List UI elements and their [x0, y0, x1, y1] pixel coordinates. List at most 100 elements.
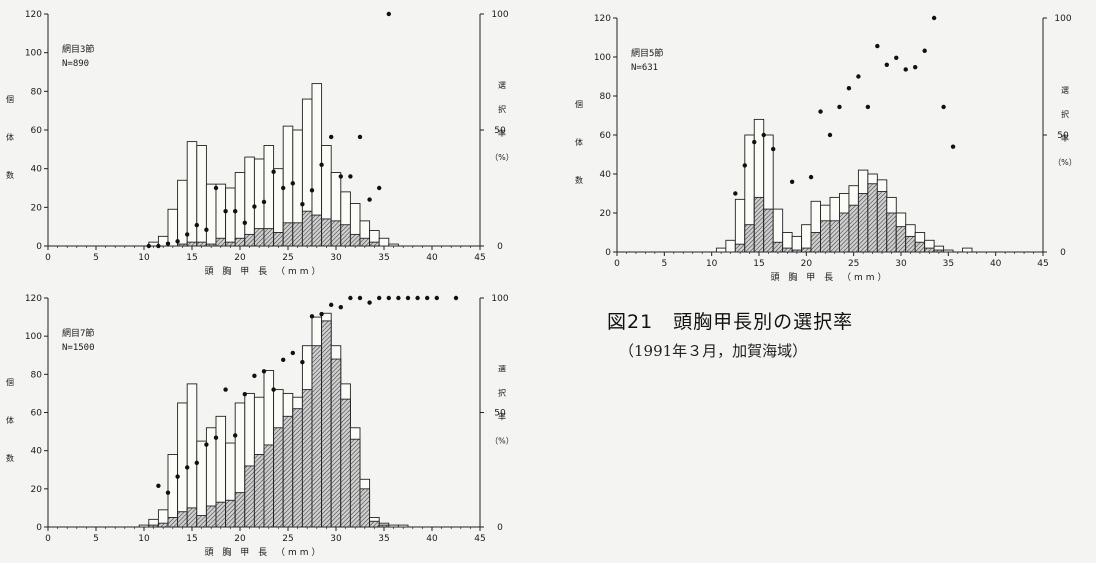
- bar-selected: [876, 191, 888, 253]
- n-label: N=631: [631, 63, 658, 73]
- y2-tick-label: 100: [1054, 14, 1071, 24]
- x-tick-label: 20: [234, 253, 246, 263]
- rate-point: [271, 169, 276, 174]
- rate-point: [300, 202, 305, 207]
- x-tick-label: 15: [186, 253, 197, 263]
- rate-point: [175, 474, 180, 479]
- bar-total: [186, 141, 198, 247]
- bar-total: [234, 172, 246, 247]
- x-tick-label: 25: [848, 259, 859, 269]
- bar-selected: [321, 320, 332, 528]
- x-tick-label: 5: [93, 253, 99, 263]
- rate-point: [175, 239, 180, 244]
- rate-point: [329, 134, 334, 140]
- rate-point: [252, 373, 257, 379]
- bar-selected: [330, 358, 342, 528]
- rate-point: [156, 243, 161, 249]
- y-tick-label: 40: [31, 447, 43, 457]
- bar-selected: [829, 220, 840, 253]
- rate-point: [808, 174, 814, 180]
- x-tick-label: 15: [753, 259, 764, 269]
- rate-point: [771, 146, 776, 152]
- x-tick-label: 35: [378, 534, 389, 544]
- bar-total: [177, 179, 188, 247]
- y2-axis-title-char: 選: [498, 363, 506, 373]
- bar-selected: [196, 515, 207, 528]
- y2-tick-label: 100: [491, 10, 508, 20]
- rate-point: [377, 295, 382, 301]
- bar-selected: [359, 237, 371, 247]
- rate-point: [165, 490, 171, 495]
- bar-selected: [263, 228, 275, 247]
- bar-selected: [186, 241, 198, 247]
- rate-point: [233, 433, 238, 438]
- rate-point: [223, 387, 228, 392]
- rate-point: [319, 311, 324, 317]
- rate-point: [357, 295, 363, 301]
- rate-point: [156, 483, 161, 488]
- bar-selected: [744, 224, 755, 253]
- bar-selected: [349, 233, 361, 247]
- bar-total: [715, 247, 727, 253]
- station-label: 網目3節: [62, 43, 94, 55]
- bar-total: [138, 524, 150, 528]
- y-tick-label: 20: [31, 485, 43, 495]
- x-tick-label: 45: [474, 534, 485, 544]
- bar-selected: [914, 241, 926, 253]
- bar-selected: [349, 438, 361, 528]
- rate-point: [185, 465, 190, 470]
- rate-point: [194, 460, 199, 466]
- bar-total: [388, 524, 399, 528]
- x-tick-label: 30: [895, 259, 907, 269]
- bar-total: [186, 383, 198, 528]
- x-tick-label: 30: [330, 534, 342, 544]
- rate-point: [204, 227, 209, 232]
- y-tick-label: 100: [25, 49, 42, 59]
- rate-point: [338, 304, 343, 310]
- bar-selected: [359, 488, 371, 528]
- bar-selected: [801, 247, 812, 253]
- bar-selected: [157, 522, 169, 528]
- rate-point: [213, 185, 219, 191]
- rate-point: [348, 174, 353, 179]
- rate-point: [146, 243, 151, 249]
- rate-point: [300, 359, 305, 365]
- y2-axis-title-char: 選: [498, 80, 506, 90]
- chart-svg: 0 5 10 15 20 25 30 35 40 45 0 20 40 60 80 100 120 0 50 100 網…: [6, 294, 514, 558]
- bar-selected: [186, 507, 198, 528]
- bar-selected: [205, 505, 217, 528]
- y-tick-label: 0: [605, 248, 611, 258]
- rate-point: [290, 350, 295, 356]
- bar-selected: [763, 208, 774, 253]
- bar-selected: [810, 232, 821, 253]
- bar-selected: [369, 520, 380, 528]
- x-axis-title: 頭 胸 甲 長 （mm）: [205, 546, 324, 558]
- rate-point: [242, 220, 247, 225]
- bar-selected: [340, 224, 351, 247]
- bar-selected: [340, 398, 351, 528]
- bar-total: [397, 524, 409, 528]
- bar-total: [962, 247, 973, 253]
- station-label: 網目5節: [631, 47, 663, 59]
- bar-selected: [734, 243, 746, 253]
- rate-point: [941, 104, 946, 110]
- bar-selected: [292, 222, 303, 247]
- bar-selected: [253, 454, 265, 528]
- y-tick-label: 20: [31, 203, 43, 213]
- y2-axis-title-char: 率: [1061, 133, 1069, 143]
- rate-point: [223, 209, 228, 214]
- x-tick-label: 45: [1037, 259, 1048, 269]
- rate-point: [415, 295, 420, 301]
- y2-tick-label: 100: [491, 294, 508, 304]
- rate-point: [453, 295, 459, 301]
- bar-selected: [772, 241, 784, 253]
- rate-point: [742, 163, 747, 168]
- rate-point: [348, 295, 353, 301]
- rate-point: [309, 314, 315, 319]
- n-label: N=1500: [62, 343, 95, 353]
- chart-svg: 0 5 10 15 20 25 30 35 40 45 0 20 40 60 80 100 120 0 50 100 網…: [575, 14, 1077, 283]
- bar-total: [378, 237, 390, 247]
- rate-point: [367, 197, 372, 202]
- x-tick-label: 40: [426, 253, 438, 263]
- rate-point: [837, 104, 842, 110]
